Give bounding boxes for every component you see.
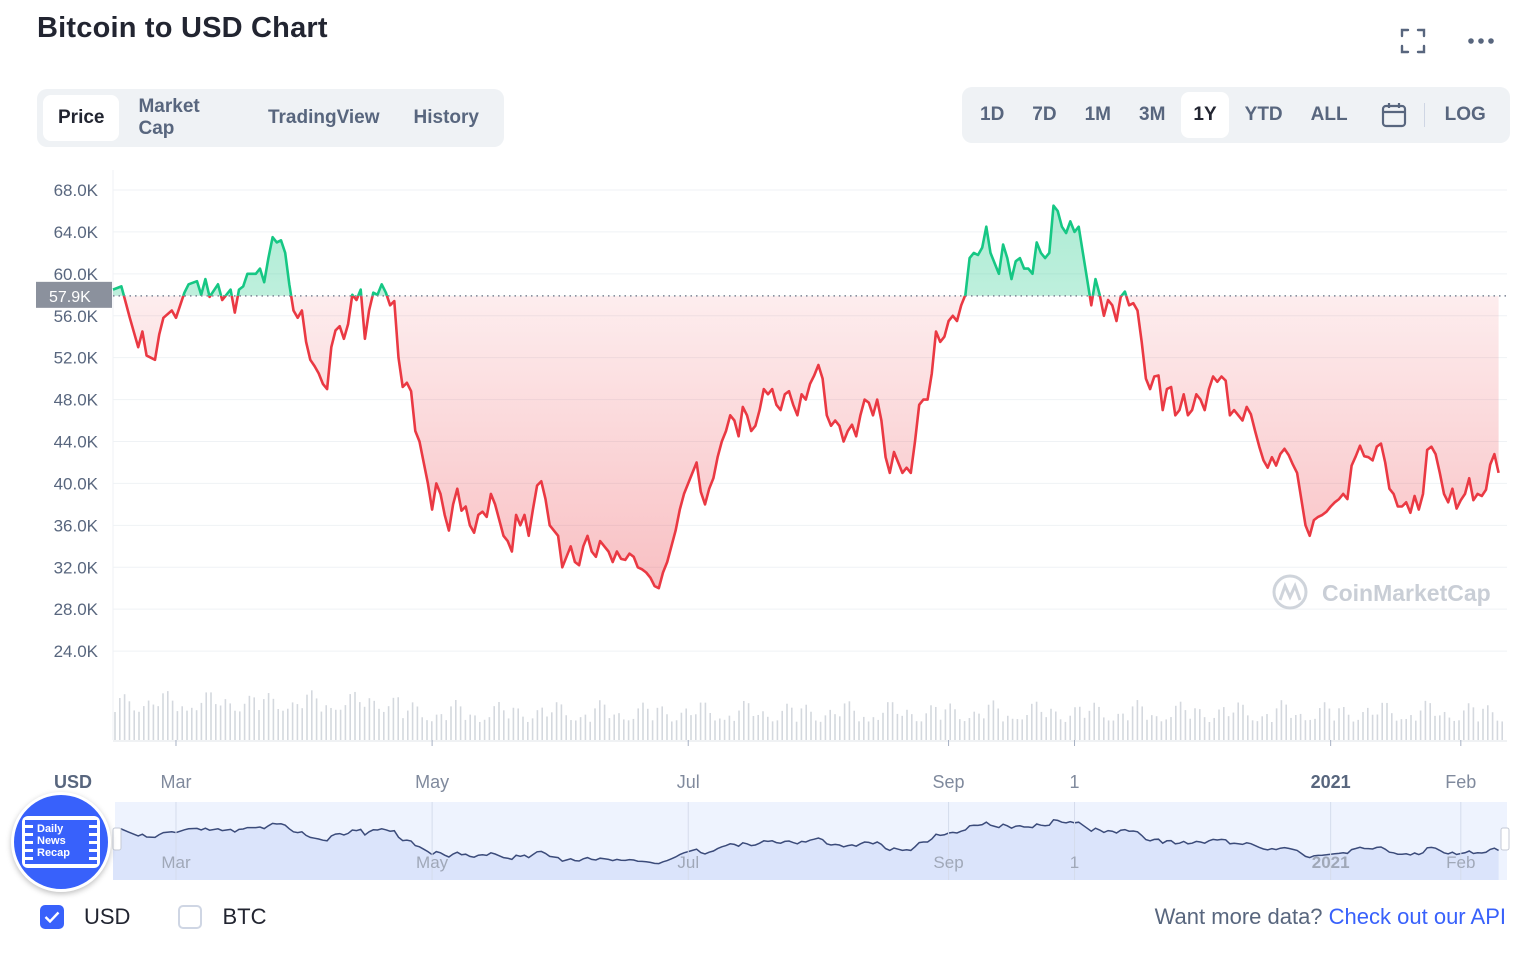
- range-ytd[interactable]: YTD: [1244, 104, 1283, 125]
- y-tick-label: 32.0K: [54, 558, 99, 577]
- range-navigator: Mar May Jul Sep 1 2021 Feb: [112, 802, 1510, 880]
- price-line-down: [122, 295, 1500, 590]
- range-divider: [1423, 103, 1425, 127]
- time-range-selector: 1D 7D 1M 3M 1Y YTD ALL LOG: [962, 87, 1510, 143]
- y-axis-labels: 68.0K 64.0K 60.0K 56.0K 52.0K 48.0K 44.0K 40.0K…: [54, 181, 99, 661]
- x-tick-label: Mar: [160, 772, 191, 792]
- btc-checkbox[interactable]: BTC: [178, 904, 266, 930]
- x-tick-label: Jul: [677, 772, 700, 792]
- api-prefix-text: Want more data?: [1154, 904, 1323, 929]
- x-tick-label: Sep: [933, 772, 965, 792]
- x-tick-label: 1: [1070, 772, 1080, 792]
- navigator-tick-label: Mar: [161, 853, 191, 872]
- api-promo: Want more data? Check out our API: [1155, 904, 1506, 930]
- navigator-tick-label: May: [416, 853, 449, 872]
- range-all[interactable]: ALL: [1310, 104, 1348, 125]
- y-tick-label: 60.0K: [54, 265, 99, 284]
- price-chart[interactable]: 68.0K 64.0K 60.0K 56.0K 52.0K 48.0K 44.0K 40.0K…: [0, 160, 1536, 890]
- tab-market-cap[interactable]: Market Cap: [138, 96, 200, 139]
- y-axis-currency-label: USD: [54, 772, 92, 792]
- x-tick-label: Feb: [1445, 772, 1476, 792]
- watermark-logo-icon: [1272, 574, 1308, 610]
- tab-history[interactable]: History: [413, 107, 479, 128]
- navigator-tick-label: 2021: [1312, 853, 1350, 872]
- navigator-tick-label: 1: [1070, 853, 1079, 872]
- navigator-area: [113, 819, 1499, 880]
- daily-news-recap-badge[interactable]: Daily News Recap: [11, 792, 111, 892]
- range-3m[interactable]: 3M: [1139, 104, 1166, 125]
- area-above-reference: [113, 205, 1127, 296]
- log-scale-toggle[interactable]: LOG: [1444, 104, 1486, 125]
- page-title: Bitcoin to USD Chart: [37, 12, 328, 44]
- area-below-reference: [113, 295, 1499, 589]
- fullscreen-icon[interactable]: [1398, 26, 1428, 56]
- checkbox-unchecked-icon: [178, 905, 203, 929]
- navigator-line: [112, 818, 1499, 865]
- x-tick-label: 2021: [1311, 772, 1351, 792]
- price-line: [112, 204, 1500, 590]
- y-tick-label: 48.0K: [54, 391, 99, 410]
- y-tick-label: 68.0K: [54, 181, 99, 200]
- tab-tradingview[interactable]: TradingView: [267, 107, 380, 128]
- range-1y[interactable]: 1Y: [1181, 92, 1229, 138]
- range-1m[interactable]: 1M: [1084, 104, 1111, 125]
- navigator-tick-label: Feb: [1446, 853, 1475, 872]
- more-horizontal-icon[interactable]: [1466, 26, 1496, 56]
- usd-checkbox[interactable]: USD: [40, 904, 130, 930]
- watermark: CoinMarketCap: [1322, 580, 1491, 606]
- price-area-fill: [113, 205, 1499, 589]
- y-tick-label: 24.0K: [54, 642, 99, 661]
- reference-price-tag: 57.9K: [36, 281, 112, 308]
- price-line-up: [112, 204, 1128, 296]
- api-link[interactable]: Check out our API: [1328, 904, 1506, 929]
- tab-price[interactable]: Price: [43, 95, 120, 141]
- y-tick-label: 36.0K: [54, 516, 99, 535]
- volume-bars: [114, 690, 1503, 740]
- range-7d[interactable]: 7D: [1032, 104, 1057, 125]
- navigator-left-handle: [112, 827, 122, 851]
- reference-price-label: 57.9K: [49, 289, 91, 306]
- y-tick-label: 56.0K: [54, 307, 99, 326]
- range-1d[interactable]: 1D: [980, 104, 1005, 125]
- x-tick-label: May: [415, 772, 449, 792]
- news-icon: Daily News Recap: [22, 816, 100, 868]
- x-axis-labels: Mar May Jul Sep 1 2021 Feb: [160, 740, 1476, 792]
- y-tick-label: 28.0K: [54, 600, 99, 619]
- chart-type-tabs: Price Market Cap TradingView History: [37, 89, 504, 147]
- calendar-icon[interactable]: [1374, 92, 1414, 138]
- navigator-right-handle: [1500, 827, 1510, 851]
- navigator-tick-label: Jul: [677, 853, 699, 872]
- btc-checkbox-label: BTC: [222, 904, 267, 929]
- y-tick-label: 52.0K: [54, 349, 99, 368]
- navigator-tick-label: Sep: [933, 853, 963, 872]
- y-tick-label: 40.0K: [54, 474, 99, 493]
- chart-footer: USD BTC Want more data? Check out our AP…: [40, 900, 1506, 934]
- checkbox-checked-icon: [40, 905, 64, 929]
- usd-checkbox-label: USD: [84, 904, 131, 929]
- news-badge-text: Daily News Recap: [33, 820, 89, 864]
- y-tick-label: 44.0K: [54, 433, 99, 452]
- y-tick-label: 64.0K: [54, 223, 99, 242]
- top-toolbar: [1398, 26, 1496, 56]
